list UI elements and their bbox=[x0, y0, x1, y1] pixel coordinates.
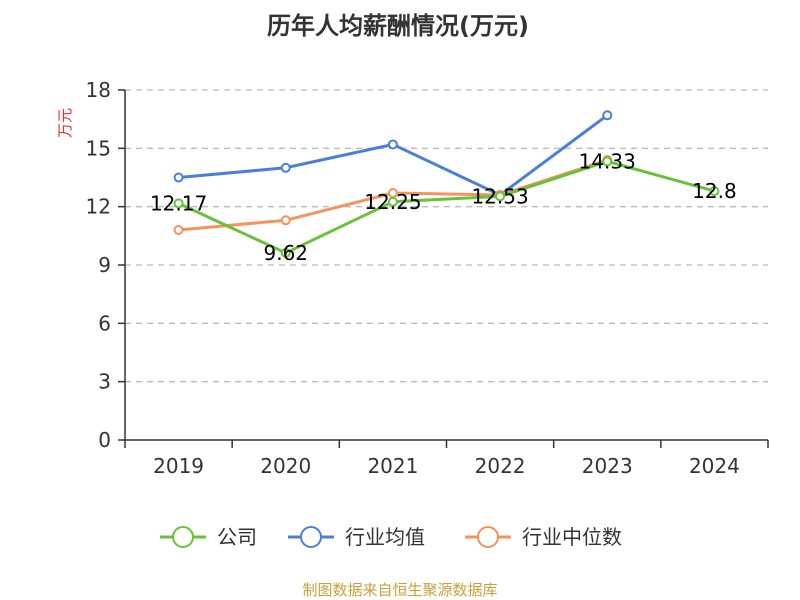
x-tick-label-2022: 2022 bbox=[475, 454, 526, 478]
legend-swatch-marker-0 bbox=[173, 527, 193, 547]
x-tick-label-2023: 2023 bbox=[582, 454, 633, 478]
y-tick-label-15: 15 bbox=[86, 136, 111, 160]
y-axis-unit-label: 万元 bbox=[56, 108, 74, 138]
axes bbox=[118, 90, 768, 448]
data-label-3: 12.53 bbox=[471, 184, 528, 208]
legend-label-0: 公司 bbox=[217, 525, 257, 549]
x-tick-label-2024: 2024 bbox=[689, 454, 740, 478]
series-point-1-2 bbox=[389, 140, 397, 148]
series-point-1-0 bbox=[175, 174, 183, 182]
grid-lines bbox=[125, 90, 768, 382]
y-tick-label-6: 6 bbox=[98, 311, 111, 335]
y-tick-label-3: 3 bbox=[98, 370, 111, 394]
series-point-1-4 bbox=[603, 111, 611, 119]
legend-label-2: 行业中位数 bbox=[522, 525, 622, 549]
data-label-2: 12.25 bbox=[364, 190, 421, 214]
chart-title: 历年人均薪酬情况(万元) bbox=[267, 12, 529, 40]
y-tick-label-0: 0 bbox=[98, 428, 111, 452]
data-label-4: 14.33 bbox=[579, 149, 636, 173]
x-tick-label-2021: 2021 bbox=[367, 454, 418, 478]
series-point-2-0 bbox=[175, 226, 183, 234]
legend: 公司 行业均值 行业中位数 bbox=[160, 525, 622, 549]
y-tick-labels: 0 3 6 9 12 15 18 bbox=[86, 78, 111, 452]
legend-label-1: 行业均值 bbox=[345, 525, 425, 549]
y-tick-label-12: 12 bbox=[86, 195, 111, 219]
data-label-5: 12.8 bbox=[692, 179, 737, 203]
data-label-1: 9.62 bbox=[263, 241, 308, 265]
series-point-2-1 bbox=[282, 216, 290, 224]
x-tick-label-2020: 2020 bbox=[260, 454, 311, 478]
y-tick-label-18: 18 bbox=[86, 78, 111, 102]
series-point-1-1 bbox=[282, 164, 290, 172]
y-tick-label-9: 9 bbox=[98, 253, 111, 277]
x-tick-labels: 2019 2020 2021 2022 2023 2024 bbox=[153, 454, 740, 478]
x-tick-label-2019: 2019 bbox=[153, 454, 204, 478]
source-note: 制图数据来自恒生聚源数据库 bbox=[302, 581, 497, 599]
series-lines bbox=[175, 111, 719, 257]
data-label-0: 12.17 bbox=[150, 191, 207, 215]
legend-swatch-marker-1 bbox=[301, 527, 321, 547]
legend-swatch-marker-2 bbox=[478, 527, 498, 547]
